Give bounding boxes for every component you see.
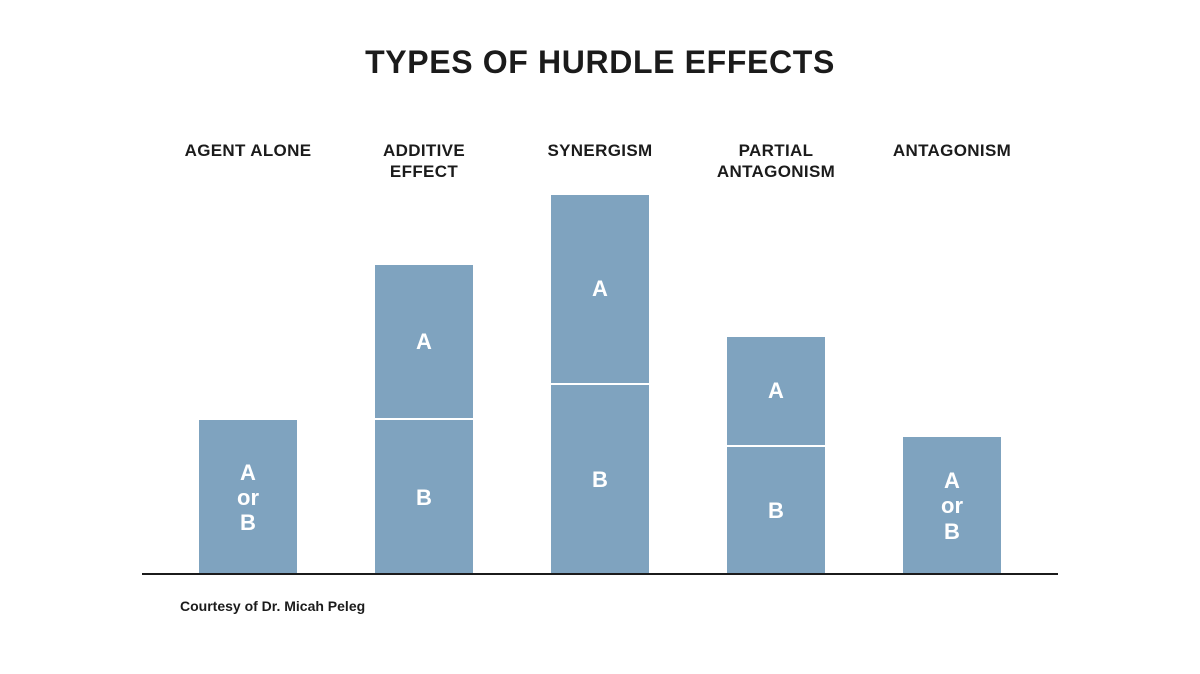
bar: A or B (199, 420, 297, 575)
chart-title: TYPES OF HURDLE EFFECTS (0, 44, 1200, 81)
bar-slot: BA (336, 265, 512, 575)
bar-segment: B (727, 447, 825, 575)
bar-slot: BA (512, 195, 688, 575)
bar-slot: A or B (160, 420, 336, 575)
chart-area: AGENT ALONEADDITIVE EFFECTSYNERGISMPARTI… (160, 140, 1040, 575)
bar-segment: A (375, 265, 473, 420)
bars-row: A or BBABABAA or B (160, 192, 1040, 575)
bar-segment: A (551, 195, 649, 385)
bar-segment: A (727, 337, 825, 447)
x-axis-baseline (142, 573, 1058, 575)
category-label: PARTIAL ANTAGONISM (688, 140, 864, 192)
bar-slot: A or B (864, 437, 1040, 575)
bar: BA (551, 195, 649, 575)
category-label: AGENT ALONE (160, 140, 336, 192)
bar: BA (727, 337, 825, 575)
bar-slot: BA (688, 337, 864, 575)
bar-segment: A or B (199, 420, 297, 575)
bar-segment: B (551, 385, 649, 575)
category-label: SYNERGISM (512, 140, 688, 192)
bar-segment: A or B (903, 437, 1001, 575)
category-label: ADDITIVE EFFECT (336, 140, 512, 192)
bar-segment: B (375, 420, 473, 575)
category-label: ANTAGONISM (864, 140, 1040, 192)
bar: A or B (903, 437, 1001, 575)
category-label-row: AGENT ALONEADDITIVE EFFECTSYNERGISMPARTI… (160, 140, 1040, 192)
bar: BA (375, 265, 473, 575)
credit-text: Courtesy of Dr. Micah Peleg (180, 598, 365, 614)
